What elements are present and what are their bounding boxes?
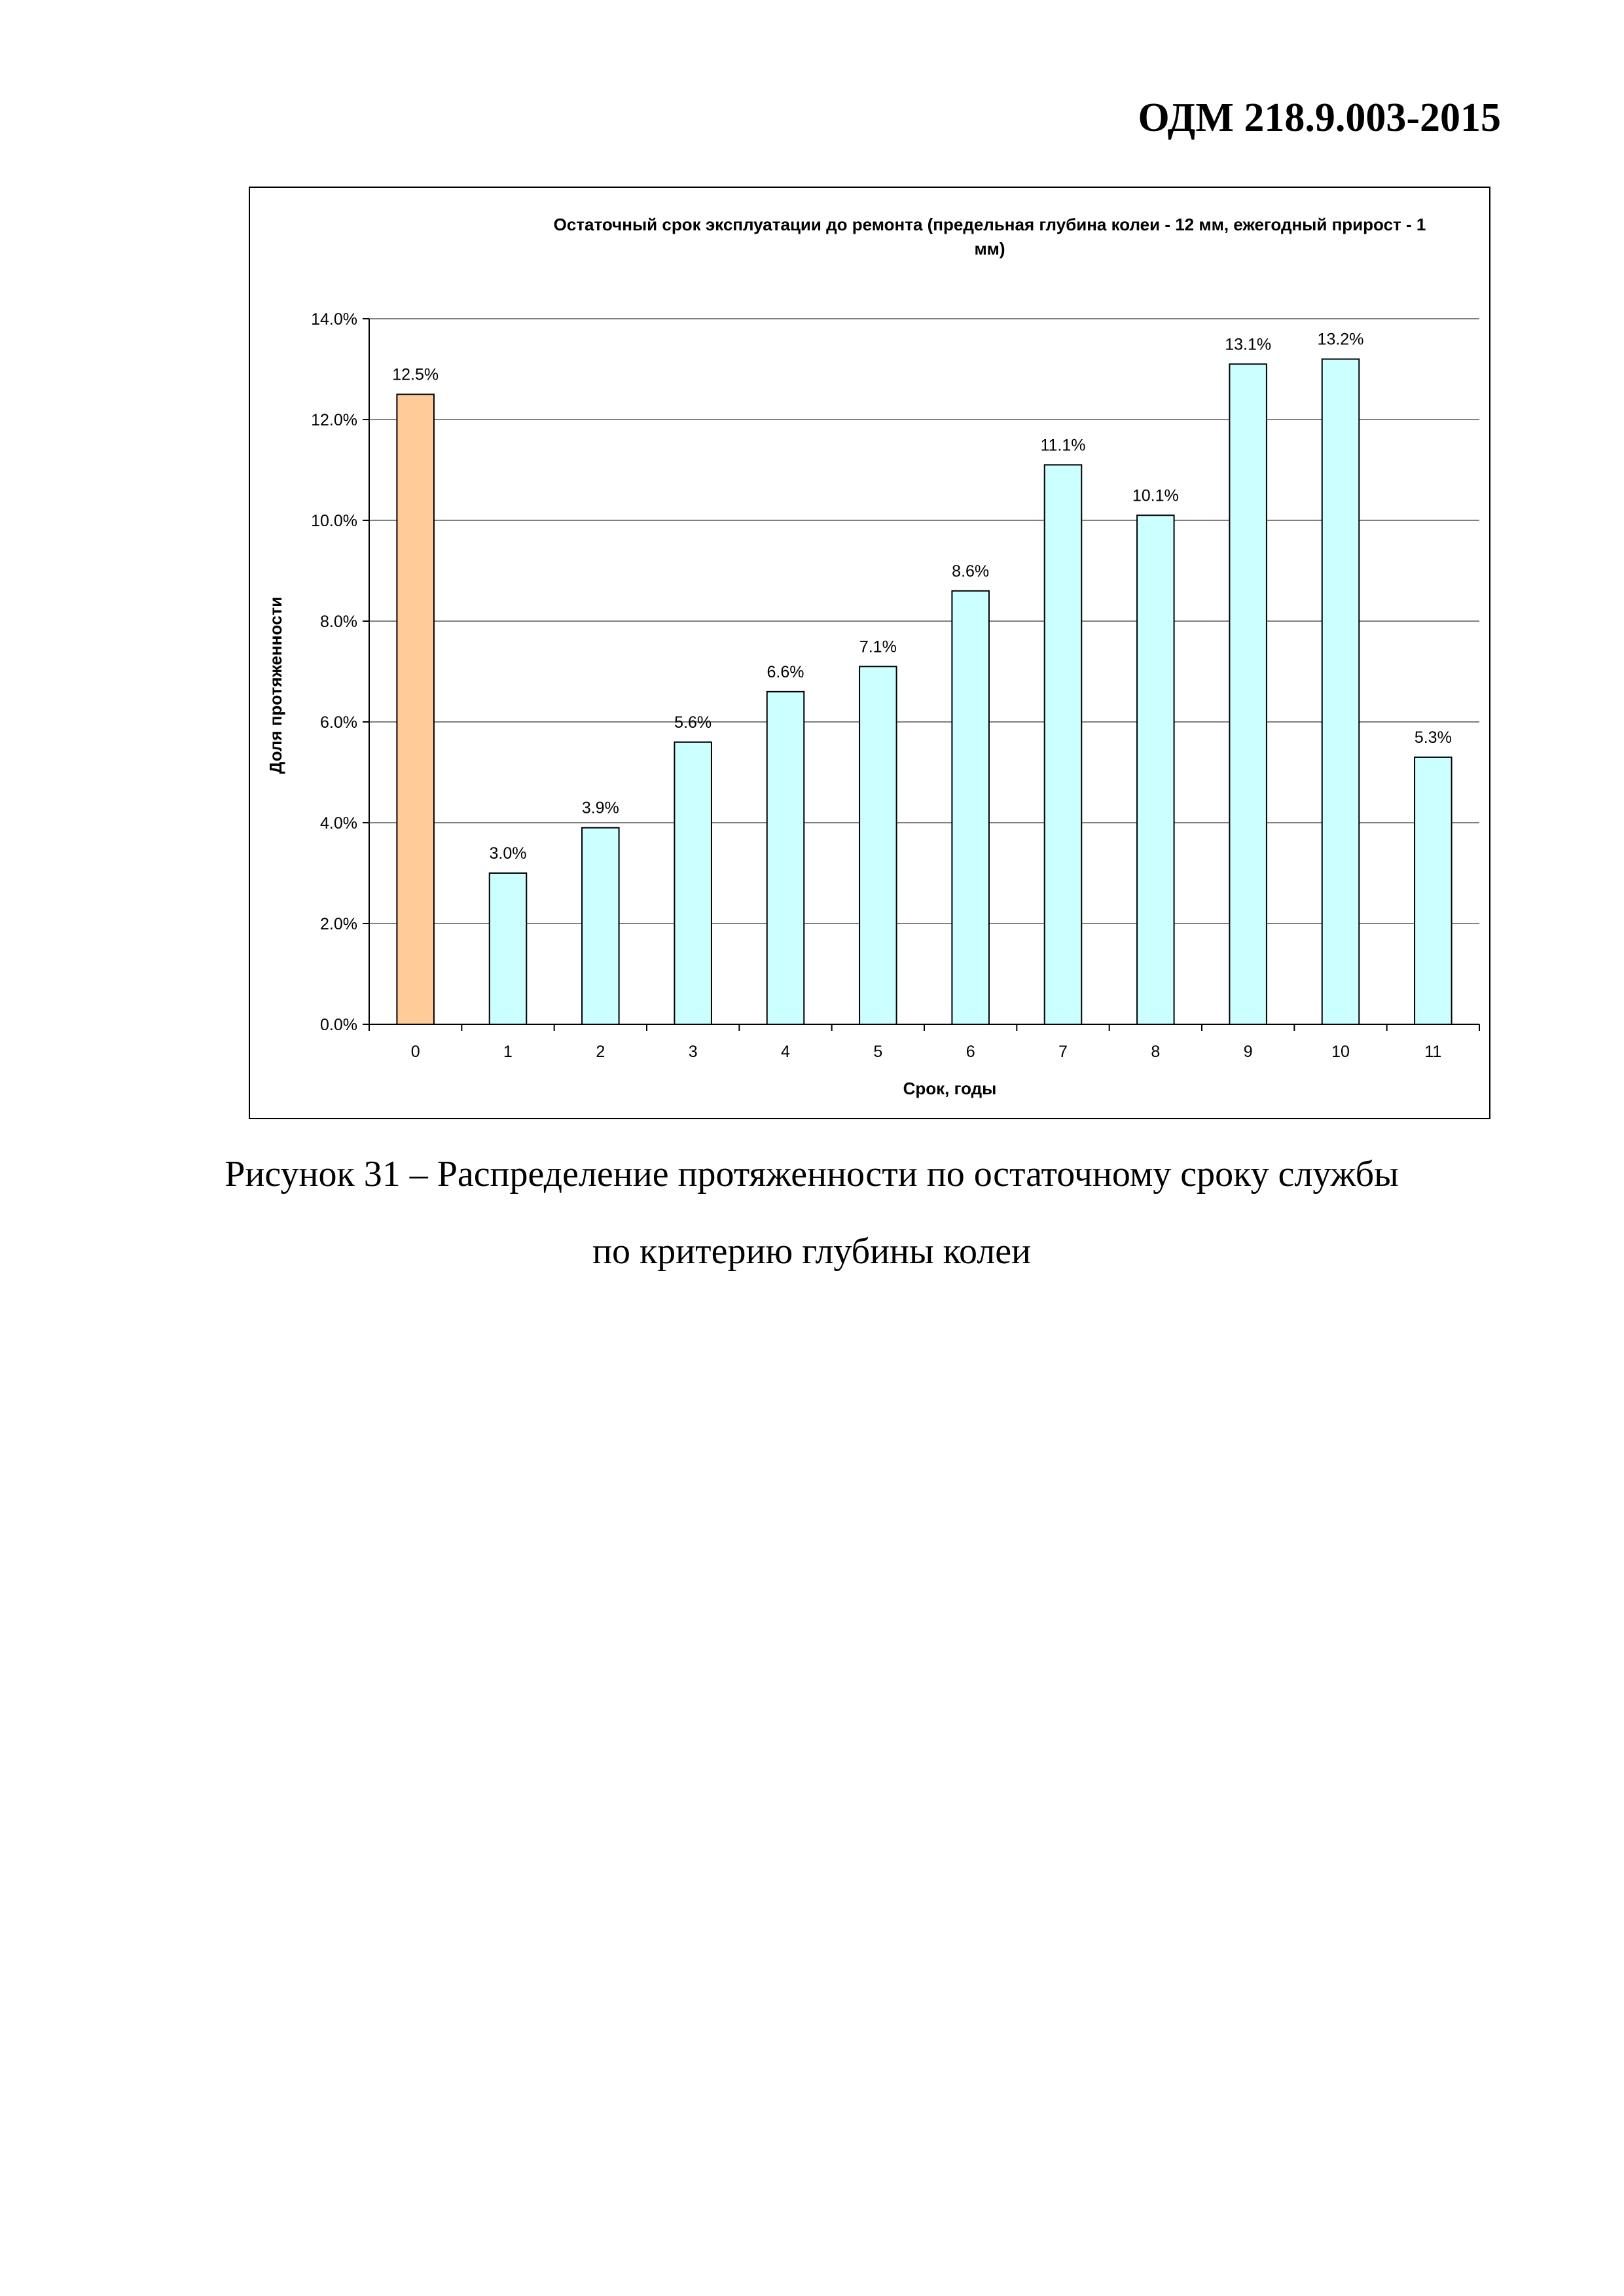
bar-11	[1414, 756, 1453, 1026]
bar-0	[396, 393, 435, 1025]
x-tick-label-5: 5	[873, 1043, 882, 1061]
y-tick-labels: 0.0% 2.0% 4.0% 6.0% 8.0% 10.0% 12.0% 14.0%	[311, 310, 357, 1034]
y-tick-label: 0.0%	[320, 1016, 357, 1034]
x-tick-label-3: 3	[689, 1043, 698, 1061]
bar-4	[766, 691, 805, 1025]
bar-1	[488, 872, 528, 1025]
chart-title-line2: мм)	[974, 239, 1005, 259]
x-tick-label-2: 2	[596, 1043, 605, 1061]
y-tick-label: 10.0%	[311, 512, 357, 530]
data-label-11: 5.3%	[1415, 728, 1452, 747]
data-label-9: 13.1%	[1225, 335, 1271, 353]
grid-lines	[369, 318, 1479, 924]
x-tick-label-8: 8	[1151, 1043, 1160, 1061]
bar-10	[1321, 358, 1360, 1026]
bar-7	[1043, 464, 1083, 1025]
y-tick-label: 12.0%	[311, 411, 357, 429]
data-label-1: 3.0%	[490, 844, 527, 863]
chart-frame: Остаточный срок эксплуатации до ремонта …	[249, 187, 1490, 1119]
x-tick-label-9: 9	[1244, 1043, 1253, 1061]
bar-6	[951, 590, 990, 1025]
bar-5	[859, 666, 897, 1025]
bar-8	[1136, 514, 1175, 1025]
data-label-7: 11.1%	[1040, 436, 1085, 454]
y-tick-label: 6.0%	[320, 713, 357, 732]
bar-2	[581, 827, 620, 1025]
chart-title-line1: Остаточный срок эксплуатации до ремонта …	[554, 215, 1426, 234]
figure-caption: Рисунок 31 – Распределение протяженности…	[190, 1136, 1434, 1290]
y-tick-label: 2.0%	[320, 915, 357, 933]
data-label-2: 3.9%	[582, 799, 619, 817]
x-tick-label-6: 6	[966, 1043, 975, 1061]
bar-3	[674, 741, 712, 1025]
bar-chart: Остаточный срок эксплуатации до ремонта …	[266, 215, 1480, 1098]
data-label-10: 13.2%	[1318, 331, 1364, 349]
bars	[396, 358, 1453, 1026]
data-label-8: 10.1%	[1132, 486, 1179, 505]
y-tick-label: 8.0%	[320, 613, 357, 631]
x-tick-label-11: 11	[1424, 1043, 1441, 1061]
figure-caption-line2: по критерию глубины колеи	[592, 1231, 1032, 1272]
x-tick-label-7: 7	[1058, 1043, 1068, 1061]
x-tick-label-10: 10	[1331, 1043, 1350, 1061]
data-label-4: 6.6%	[767, 663, 804, 681]
data-label-3: 5.6%	[674, 713, 712, 732]
data-label-6: 8.6%	[952, 562, 989, 581]
x-tick-labels: 0 1 2 3 4 5 6 7 8 9 10 11	[411, 1043, 1442, 1061]
x-axis-label: Срок, годы	[903, 1079, 997, 1098]
axes	[363, 318, 1480, 1031]
figure-caption-line1: Рисунок 31 – Распределение протяженности…	[225, 1154, 1399, 1194]
data-labels: 12.5% 3.0% 3.9% 5.6% 6.6% 7.1% 8.6% 11.1% 10.1% 1…	[392, 331, 1452, 863]
x-tick-label-4: 4	[781, 1043, 790, 1061]
x-tick-label-1: 1	[503, 1043, 513, 1061]
x-tick-label-0: 0	[411, 1043, 420, 1061]
y-tick-label: 14.0%	[311, 310, 357, 329]
y-tick-label: 4.0%	[320, 814, 357, 833]
bar-9	[1229, 363, 1267, 1025]
y-axis-label: Доля протяженности	[266, 597, 285, 774]
document-code-header: ОДМ 218.9.003-2015	[1138, 96, 1501, 140]
data-label-5: 7.1%	[859, 637, 897, 656]
data-label-0: 12.5%	[392, 366, 439, 384]
